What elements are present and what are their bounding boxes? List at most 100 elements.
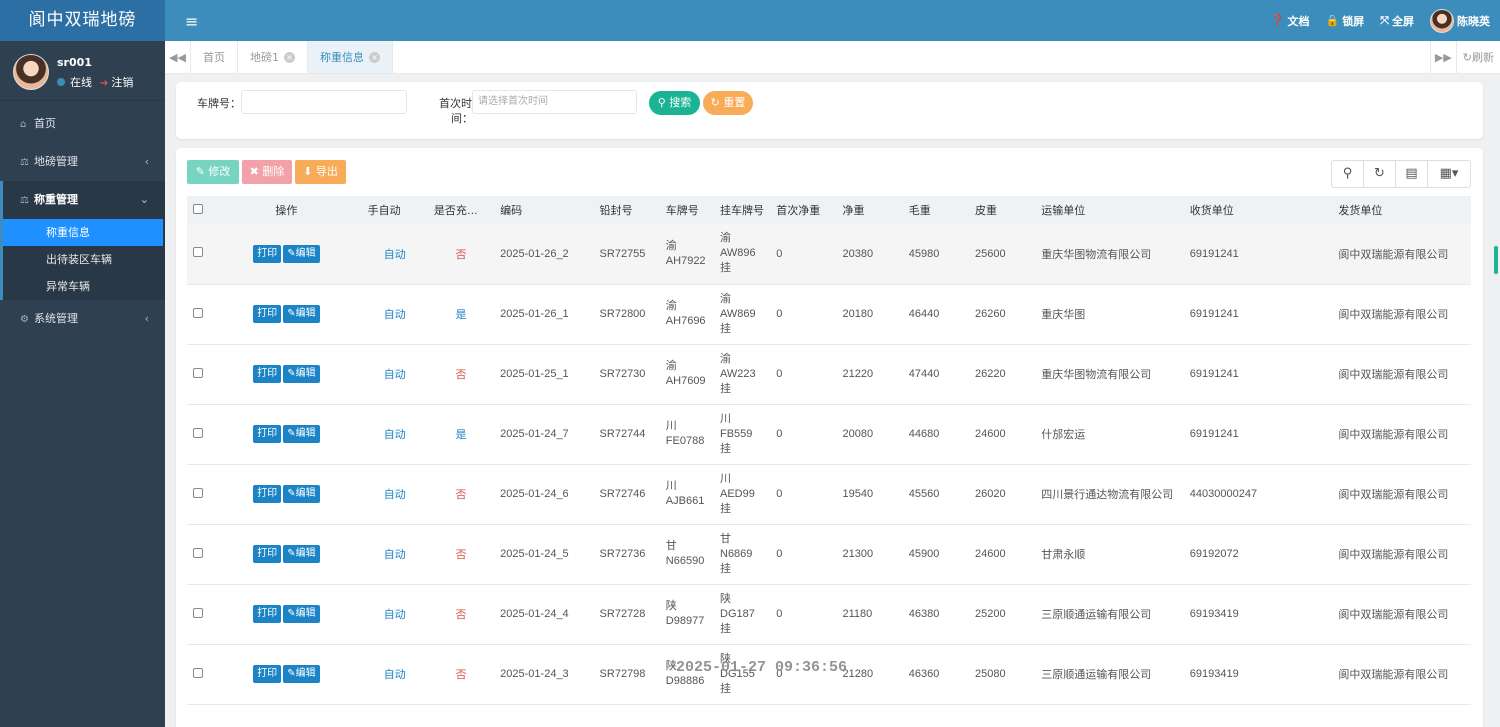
row-checkbox[interactable] [187, 584, 211, 644]
row-checkbox[interactable] [187, 524, 211, 584]
sidebar-item-home[interactable]: ⌂ 首页 [0, 105, 165, 143]
fullscreen-link[interactable]: ⤧ 全屏 [1380, 13, 1414, 28]
question-icon: ❓ [1270, 14, 1285, 27]
sidebar-item-weigh-mgmt[interactable]: ⚖ 称重管理 ⌄ [3, 181, 165, 219]
sidebar-subitem-weigh-info[interactable]: 称重信息 [3, 219, 163, 246]
lock-screen-link[interactable]: 🔒 锁屏 [1325, 14, 1365, 28]
edit-button[interactable]: ✎ 修改 [187, 160, 239, 184]
tab-weigh-info[interactable]: 称重信息 × [308, 41, 393, 73]
cell-carrier: 重庆华图物流有限公司 [1041, 248, 1152, 261]
col-header[interactable]: 发货单位 [1338, 205, 1383, 217]
col-header[interactable]: 车牌号 [665, 205, 699, 217]
trailer-suffix: 挂 [720, 382, 731, 395]
table-row[interactable]: 打印 ✎编辑 自动 否 2025-01-24_6 SR72746 川 AJB661 川 AED99… [187, 464, 1471, 524]
online-dot-icon [57, 78, 65, 86]
close-icon[interactable]: × [369, 51, 380, 63]
docs-link[interactable]: ❓ 文档 [1270, 14, 1310, 28]
row-edit-button[interactable]: ✎编辑 [283, 305, 320, 323]
trailer-suffix: 挂 [720, 682, 731, 695]
row-edit-button[interactable]: ✎编辑 [283, 365, 320, 383]
row-checkbox[interactable] [187, 344, 211, 404]
col-header[interactable]: 皮重 [974, 205, 997, 217]
col-header[interactable]: 收货单位 [1189, 205, 1234, 217]
print-button[interactable]: 打印 [253, 665, 282, 683]
refresh-icon[interactable]: ↻ [1364, 161, 1396, 187]
plate-number: AH7696 [665, 315, 706, 327]
col-header[interactable]: 毛重 [908, 205, 931, 217]
table-row[interactable]: 打印 ✎编辑 自动 否 2025-01-24_3 SR72798 陕 D98886 陕 DG155… [187, 644, 1471, 704]
table-row[interactable]: 打印 ✎编辑 自动 是 2025-01-26_1 SR72800 渝 AH7696 渝 AW869… [187, 284, 1471, 344]
print-button[interactable]: 打印 [253, 605, 282, 623]
sidebar-item-scale-mgmt[interactable]: ⚖ 地磅管理 ‹ [0, 143, 165, 181]
columns-icon[interactable]: ▦▾ [1439, 166, 1459, 181]
table-row[interactable]: 打印 ✎编辑 自动 否 2025-01-24_4 SR72728 陕 D98977 陕 DG187… [187, 584, 1471, 644]
toggle-view-icon[interactable]: ▤ [1396, 161, 1428, 187]
search-icon[interactable]: ⚲ [1332, 161, 1364, 187]
row-checkbox[interactable] [187, 284, 211, 344]
refresh-tab-button[interactable]: ↻刷新 [1455, 41, 1500, 73]
sidebar-group-weigh-mgmt: ⚖ 称重管理 ⌄ 称重信息 出待装区车辆 异常车辆 [0, 181, 165, 300]
col-header[interactable]: 编码 [500, 205, 523, 217]
select-all-checkbox[interactable] [187, 196, 211, 224]
print-button[interactable]: 打印 [253, 425, 282, 443]
tab-home[interactable]: 首页 [191, 41, 238, 73]
table-row[interactable]: 打印 ✎编辑 自动 否 2025-01-25_1 SR72730 渝 AH7609 渝 AW223… [187, 344, 1471, 404]
row-checkbox[interactable] [187, 644, 211, 704]
print-button[interactable]: 打印 [253, 545, 282, 563]
print-button[interactable]: 打印 [253, 485, 282, 503]
row-edit-button[interactable]: ✎编辑 [283, 605, 320, 623]
print-button[interactable]: 打印 [253, 365, 282, 383]
row-checkbox[interactable] [187, 224, 211, 284]
plate-input[interactable] [241, 90, 407, 114]
menu-toggle-icon[interactable]: ≡ [185, 12, 199, 31]
col-header[interactable]: 手自动 [367, 205, 401, 217]
sidebar-nav: ⌂ 首页 ⚖ 地磅管理 ‹ ⚖ 称重管理 ⌄ 称重信息 出待装区车辆 异常车辆 ⚙ 系统管理… [0, 105, 165, 338]
reset-button[interactable]: ↻ 重置 [703, 91, 753, 115]
cell-trailer: 川 AED99 挂 [714, 464, 770, 524]
row-checkbox[interactable] [187, 464, 211, 524]
cell-carrier: 甘肃永顺 [1041, 549, 1086, 561]
row-checkbox[interactable] [187, 404, 211, 464]
tabs-scroll-left-icon[interactable]: ◀◀ [165, 41, 191, 73]
cell-first-net: 0 [776, 308, 783, 320]
edit-icon: ✎ [287, 428, 296, 439]
user-menu[interactable]: 陈晓英 [1430, 8, 1490, 33]
row-edit-button[interactable]: ✎编辑 [283, 485, 320, 503]
export-button[interactable]: ⬇ 导出 [295, 160, 346, 184]
col-header[interactable]: 挂车牌号 [720, 205, 764, 217]
sidebar-subitem-waiting-vehicles[interactable]: 出待装区车辆 [46, 253, 112, 266]
cell-net: 21300 [842, 548, 874, 560]
col-header[interactable]: 铅封号 [599, 205, 633, 217]
col-header[interactable]: 运输单位 [1041, 205, 1086, 217]
cell-shipper: 阆中双瑞能源有限公司 [1338, 429, 1449, 441]
col-header[interactable]: 首次净重 [776, 205, 821, 217]
col-header[interactable]: 是否充… [433, 205, 478, 217]
cell-plate: 渝 AH7922 [660, 224, 714, 284]
sidebar-subitem-abnormal-vehicles[interactable]: 异常车辆 [46, 280, 90, 293]
tabs-scroll-right-icon[interactable]: ▶▶ [1429, 41, 1456, 73]
close-icon[interactable]: × [284, 51, 295, 63]
cell-gross: 45560 [908, 488, 940, 500]
col-header[interactable]: 净重 [842, 205, 865, 217]
row-edit-button[interactable]: ✎编辑 [283, 545, 320, 563]
cell-shipper: 阆中双瑞能源有限公司 [1338, 549, 1449, 561]
sidebar-item-system[interactable]: ⚙ 系统管理 ‹ [0, 300, 165, 338]
print-button[interactable]: 打印 [253, 305, 282, 323]
table-row[interactable]: 打印 ✎编辑 自动 否 2025-01-26_2 SR72755 渝 AH7922 渝 AW896… [187, 224, 1471, 284]
row-edit-button[interactable]: ✎编辑 [283, 244, 320, 263]
first-time-input[interactable]: 请选择首次时间 [472, 90, 637, 114]
cell-first-net: 0 [776, 247, 783, 260]
table-row[interactable]: 打印 ✎编辑 自动 否 2025-01-24_5 SR72736 甘 N66590 甘 N6869… [187, 524, 1471, 584]
search-button[interactable]: ⚲ 搜索 [649, 91, 700, 115]
scroll-indicator[interactable] [1494, 246, 1498, 274]
delete-button[interactable]: ✖ 删除 [242, 160, 292, 184]
tab-scale1[interactable]: 地磅1 × [238, 41, 308, 73]
balance-icon: ⚖ [20, 195, 29, 206]
cell-trailer: 渝 AW896 挂 [714, 224, 770, 284]
row-edit-button[interactable]: ✎编辑 [283, 425, 320, 443]
plate-province: 川 [665, 420, 677, 432]
table-row[interactable]: 打印 ✎编辑 自动 是 2025-01-24_7 SR72744 川 FE0788 川 FB559… [187, 404, 1471, 464]
logout-link[interactable]: ➔ 注销 [100, 76, 134, 89]
print-button[interactable]: 打印 [253, 244, 282, 263]
row-edit-button[interactable]: ✎编辑 [283, 665, 320, 683]
